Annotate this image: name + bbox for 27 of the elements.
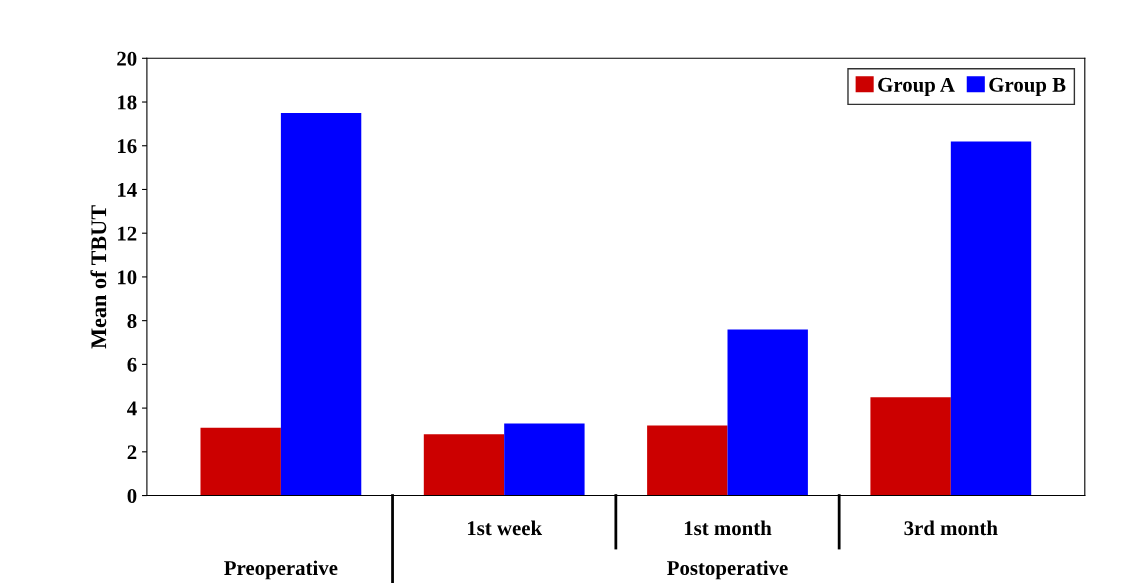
- legend-label: Group A: [878, 77, 955, 97]
- y-tick-label: 12: [118, 226, 137, 241]
- y-axis-title: Mean of TBUT: [90, 205, 107, 349]
- x-tick-label: 3rd month: [904, 520, 998, 536]
- bar: [647, 425, 728, 496]
- y-tick-label: 0: [127, 488, 137, 503]
- bar: [727, 329, 808, 496]
- bar: [423, 434, 505, 496]
- y-tick-label: 2: [127, 445, 137, 460]
- y-tick-label: 14: [118, 182, 137, 197]
- text: Preoperative: [224, 560, 338, 580]
- bar: [870, 397, 951, 496]
- y-tick-label: 16: [118, 139, 137, 154]
- legend-label: Group B: [989, 77, 1066, 97]
- bar: [950, 141, 1032, 496]
- text: Postoperative: [667, 560, 788, 580]
- y-tick-label: 6: [127, 357, 137, 372]
- x-tick-label: 1st week: [467, 520, 543, 536]
- y-tick-label: 18: [118, 95, 137, 110]
- x-tick-label: 1st month: [684, 520, 772, 536]
- y-tick-label: 4: [127, 401, 137, 416]
- bar: [504, 423, 585, 496]
- y-tick-label: 8: [127, 314, 137, 329]
- y-tick-label: 20: [117, 51, 137, 66]
- bar: [200, 427, 281, 496]
- bar: [280, 112, 362, 496]
- y-tick-label: 10: [118, 270, 137, 285]
